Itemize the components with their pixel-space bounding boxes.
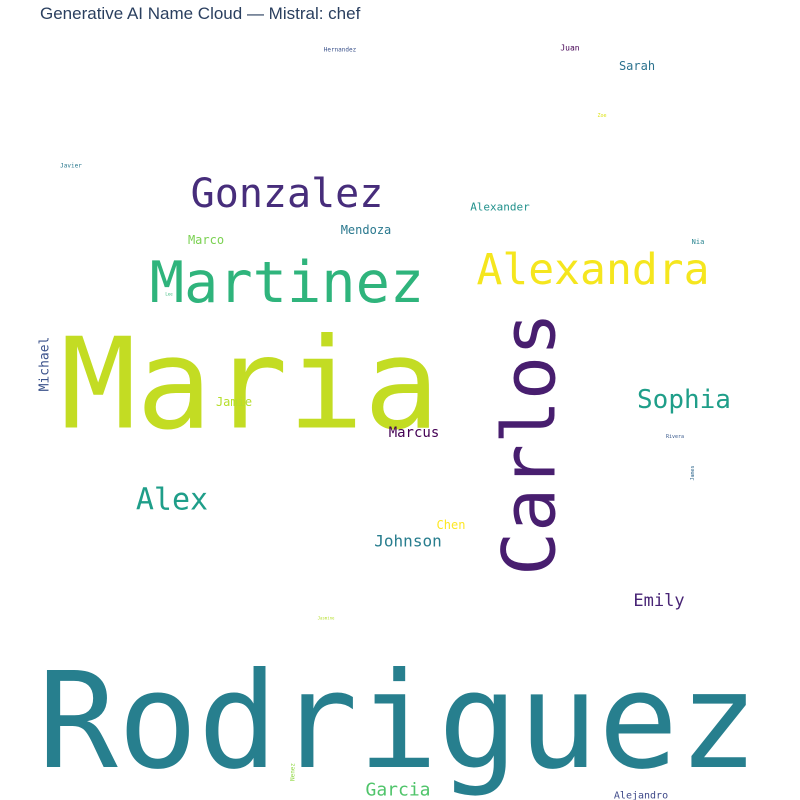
word-zoe: Zoe (597, 113, 606, 119)
word-lee: Lee (165, 292, 173, 297)
word-carlos: Carlos (488, 312, 573, 576)
word-alex: Alex (136, 483, 208, 518)
word-rodriguez: Rodriguez (38, 645, 759, 799)
word-sophia: Sophia (637, 385, 731, 415)
word-mendoza: Mendoza (341, 223, 392, 237)
word-emily: Emily (633, 591, 684, 611)
word-johnson: Johnson (374, 532, 441, 551)
word-nenez: Nenez (290, 763, 297, 781)
chart-title: Generative AI Name Cloud — Mistral: chef (40, 4, 361, 23)
word-marcus: Marcus (389, 425, 440, 441)
word-alexander: Alexander (470, 201, 530, 214)
word-garcia: Garcia (365, 780, 430, 800)
word-juan: Juan (560, 44, 579, 53)
word-maria: Maria (60, 311, 439, 458)
word-nia: Nia (692, 238, 705, 246)
word-marco: Marco (188, 233, 224, 247)
word-sarah: Sarah (619, 59, 655, 73)
word-gonzalez: Gonzalez (191, 171, 384, 217)
word-alexandra: Alexandra (477, 245, 710, 295)
word-michael: Michael (38, 337, 53, 392)
word-jasmine: Jasmine (318, 616, 335, 621)
word-alejandro: Alejandro (614, 791, 668, 800)
word-hernandez: Hernandez (324, 47, 357, 54)
word-james: James (690, 465, 696, 480)
word-rivera: Rivera (666, 434, 684, 440)
word-jamie: Jamie (216, 395, 252, 409)
word-javier: Javier (60, 163, 82, 170)
word-chen: Chen (437, 518, 466, 532)
word-martinez: Martinez (150, 250, 425, 316)
